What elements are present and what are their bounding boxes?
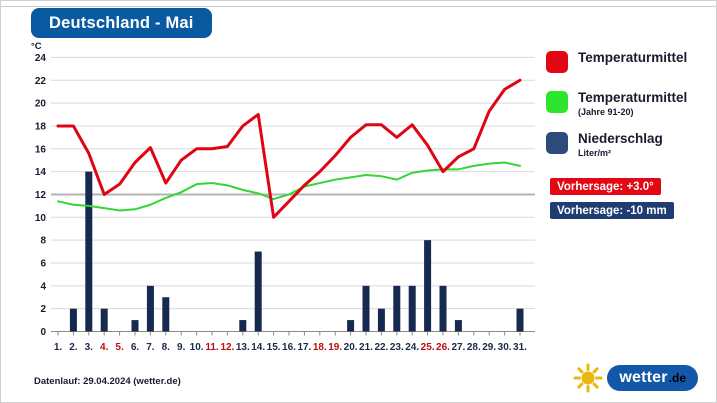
precip-bar [239,320,247,332]
x-tick-label: 26. [436,342,450,353]
precip-bar [254,251,262,332]
x-tick-label: 23. [390,342,404,353]
x-tick-label: 19. [328,342,342,353]
logo-pill: wetter .de [607,365,698,391]
y-tick-label: 16 [35,144,47,155]
x-tick-label: 22. [374,342,388,353]
y-tick-label: 10 [35,213,47,224]
x-tick-label: 16. [282,342,296,353]
precip-bar [162,297,170,332]
sun-ray [577,367,584,374]
sun-icon [573,363,603,393]
navy-square-icon [546,132,568,154]
sun-ray [592,367,600,374]
x-tick-label: 1. [54,342,63,353]
legend-item-temp-climate: Temperaturmittel (Jahre 91-20) [546,90,688,118]
legend-sublabel: (Jahre 91-20) [578,107,634,118]
wetter-de-logo: wetter .de [573,363,698,393]
x-tick-label: 3. [85,342,94,353]
sun-ray [592,382,600,389]
x-tick-label: 14. [251,342,265,353]
x-tick-label: 15. [267,342,281,353]
y-tick-label: 14 [35,167,47,178]
precip-bar [424,240,432,332]
precip-bar [393,285,401,332]
precip-bar [131,320,139,332]
precip-bar [69,308,77,332]
x-tick-label: 6. [131,342,140,353]
y-tick-label: 4 [40,281,46,292]
x-tick-label: 31. [513,342,527,353]
precip-bar [146,285,154,332]
x-tick-label: 18. [313,342,327,353]
precip-bar [347,320,355,332]
x-tick-label: 5. [115,342,124,353]
precip-bar [362,285,370,332]
legend-label: Niederschlag [578,131,663,146]
y-tick-label: 2 [40,304,46,315]
x-tick-label: 21. [359,342,373,353]
x-tick-label: 27. [451,342,465,353]
x-tick-label: 11. [205,342,219,353]
forecast-precipitation-badge: Vorhersage: -10 mm [550,202,674,219]
logo-tld: .de [668,371,686,385]
x-tick-label: 30. [498,342,512,353]
precip-bar [439,285,447,332]
x-tick-label: 24. [405,342,419,353]
legend-sublabel: Liter/m² [578,148,612,159]
x-tick-label: 9. [177,342,186,353]
x-tick-label: 7. [146,342,155,353]
legend-label: Temperaturmittel [578,50,688,65]
precip-bar [454,320,462,332]
page-title: Deutschland - Mai [31,8,212,38]
logo-text: wetter [619,369,668,386]
y-tick-label: 24 [35,53,47,64]
datenlauf-text: Datenlauf: 29.04.2024 (wetter.de) [34,376,181,387]
x-tick-label: 17. [297,342,311,353]
red-square-icon [546,51,568,73]
legend-item-precipitation: Niederschlag Liter/m² [546,131,663,159]
precip-bar [377,308,385,332]
x-tick-label: 13. [236,342,250,353]
legend-label: Temperaturmittel [578,90,688,105]
x-tick-label: 12. [220,342,234,353]
x-tick-label: 8. [162,342,171,353]
precip-bar [408,285,416,332]
green-square-icon [546,91,568,113]
x-tick-label: 25. [421,342,435,353]
precip-bar [85,171,93,332]
precip-bar [516,308,524,332]
legend-item-temp-actual: Temperaturmittel [546,50,688,73]
y-tick-label: 22 [35,76,47,87]
temp-actual-line [56,78,522,219]
y-tick-label: 0 [40,327,46,338]
x-tick-label: 4. [100,342,109,353]
sun-ray [577,382,584,389]
x-tick-label: 10. [190,342,204,353]
x-tick-label: 20. [344,342,358,353]
y-tick-label: 6 [40,258,46,269]
forecast-temperature-badge: Vorhersage: +3.0° [550,178,661,195]
y-tick-label: 8 [40,236,46,247]
x-tick-label: 28. [467,342,481,353]
top-divider [1,6,716,7]
x-tick-label: 2. [69,342,78,353]
x-tick-label: 29. [482,342,496,353]
y-tick-label: 20 [35,99,47,110]
y-axis-unit-label: °C [31,41,42,52]
y-tick-label: 12 [35,190,47,201]
y-tick-label: 18 [35,121,47,132]
precip-bar [100,308,108,332]
